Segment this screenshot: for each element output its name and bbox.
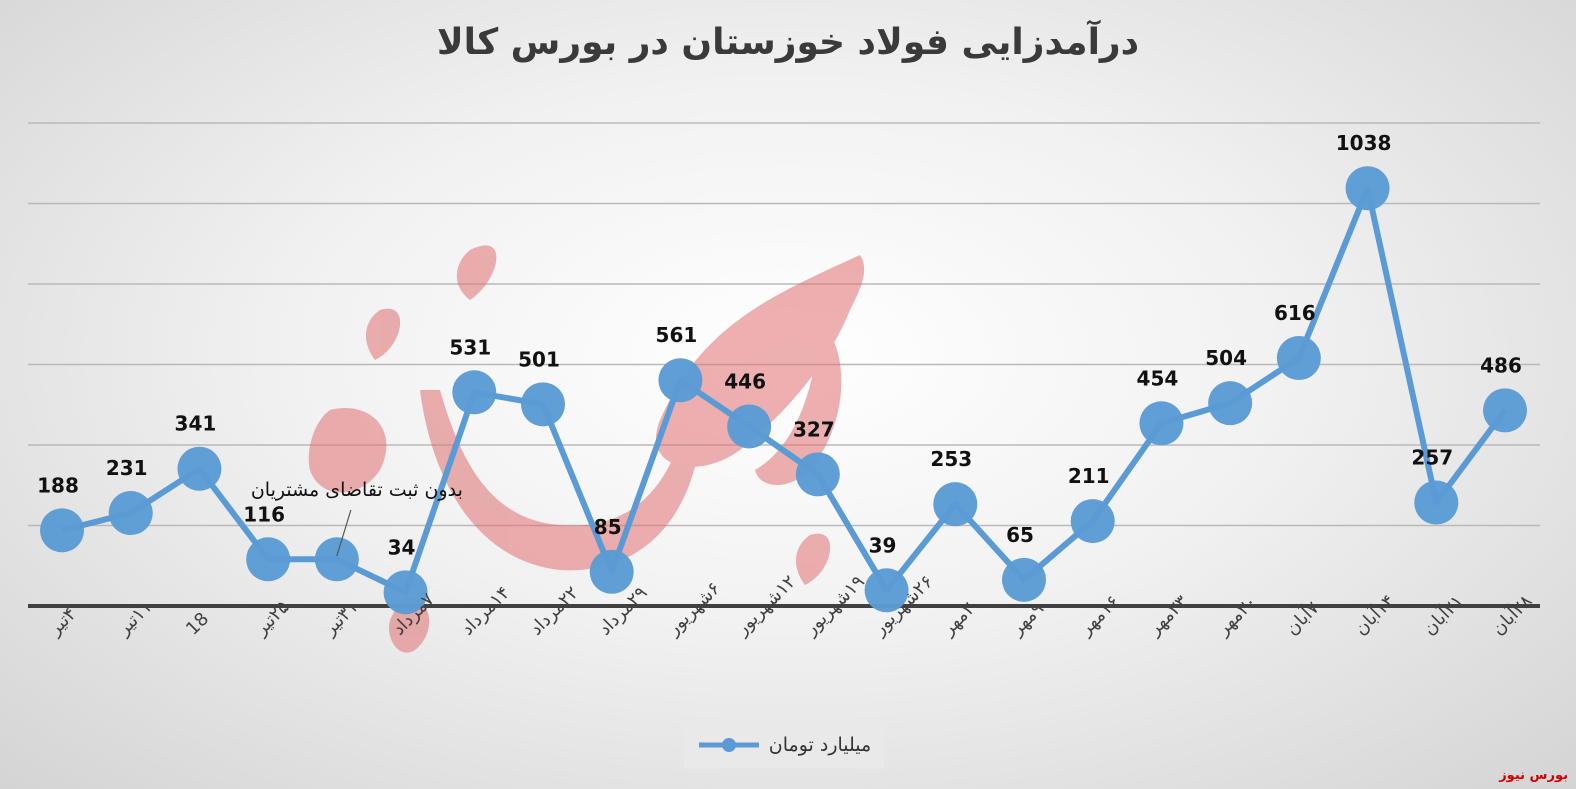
x-tick-label: ۷آبان [1280, 596, 1324, 640]
x-tick-label: ۲۵تیر [250, 597, 294, 641]
x-tick-label: ۲۳مهر [1143, 591, 1192, 640]
data-label: 85 [594, 515, 622, 539]
data-label: 531 [449, 335, 491, 359]
data-point [1345, 166, 1390, 211]
annotation-layer: بدون ثبت تقاضای مشتریان [251, 479, 463, 557]
x-tick-label: ۲۸آبان [1486, 589, 1536, 639]
legend-marker [698, 738, 759, 752]
data-point [933, 482, 978, 527]
data-labels: 188 231 341 116 34 531 501 85 561 446 327 39 253 65 21… [37, 131, 1522, 559]
data-point [1208, 381, 1253, 426]
data-label: 257 [1411, 446, 1453, 470]
legend-label: میلیارد تومان [768, 734, 872, 756]
data-point [521, 382, 565, 427]
data-point [246, 537, 291, 582]
x-tick-label: ۴تیر [44, 603, 81, 640]
data-label: 231 [106, 456, 148, 480]
data-point [1414, 480, 1459, 525]
data-label: 65 [1006, 523, 1034, 547]
data-label: 34 [388, 535, 416, 559]
data-label: 39 [869, 533, 897, 557]
x-tick-label: ۱۱تیر [113, 597, 157, 641]
data-point [864, 568, 909, 613]
data-point [108, 491, 153, 536]
x-tick-label: ۲۲مرداد [526, 582, 583, 639]
data-point [452, 370, 497, 415]
data-label: 504 [1205, 346, 1247, 370]
data-label: 616 [1274, 301, 1316, 325]
data-label: 327 [793, 417, 835, 441]
data-point [177, 446, 222, 491]
series-line [61, 185, 1508, 596]
data-label: 1038 [1336, 131, 1392, 155]
annotation-leader [336, 509, 352, 557]
legend: میلیارد تومان [684, 722, 884, 768]
data-label: 501 [518, 347, 560, 371]
data-label: 446 [724, 369, 766, 393]
data-point [795, 452, 840, 497]
source-brand: بورس نیوز [1499, 768, 1568, 783]
data-point [1276, 336, 1321, 381]
data-label: 116 [243, 502, 285, 526]
x-tick-label: ۳۱تیر [319, 597, 363, 641]
data-point [314, 537, 359, 582]
data-point [40, 508, 84, 553]
data-point [1070, 499, 1115, 544]
data-point [1002, 557, 1046, 602]
data-point [1139, 401, 1184, 446]
data-label: 211 [1068, 464, 1110, 488]
data-label: 486 [1480, 353, 1522, 377]
data-point [589, 549, 634, 594]
x-tick-label: ۱۴آبان [1349, 589, 1399, 639]
series-points [40, 166, 1527, 615]
x-tick-label: ۳۰مهر [1212, 591, 1261, 640]
data-point [383, 570, 428, 615]
x-tick-label: 18 [182, 608, 213, 639]
data-point [658, 358, 703, 403]
x-tick-label: ۶شهریور [662, 578, 724, 640]
x-tick-label: ۱۶مهر [1075, 591, 1124, 640]
data-label: 561 [656, 323, 698, 347]
data-label: 253 [930, 447, 972, 471]
data-point [727, 404, 772, 449]
data-label: 341 [175, 412, 217, 436]
x-tick-label: ۲۱آبان [1418, 589, 1468, 639]
chart-title: درآمدزایی فولاد خوزستان در بورس کالا [436, 22, 1140, 63]
data-point [1483, 388, 1527, 433]
x-tick-label: ۱۴مرداد [457, 582, 514, 639]
series-polyline [61, 185, 1508, 596]
data-label: 188 [37, 473, 79, 497]
data-label: 454 [1137, 366, 1179, 390]
annotation-text: بدون ثبت تقاضای مشتریان [251, 479, 463, 501]
